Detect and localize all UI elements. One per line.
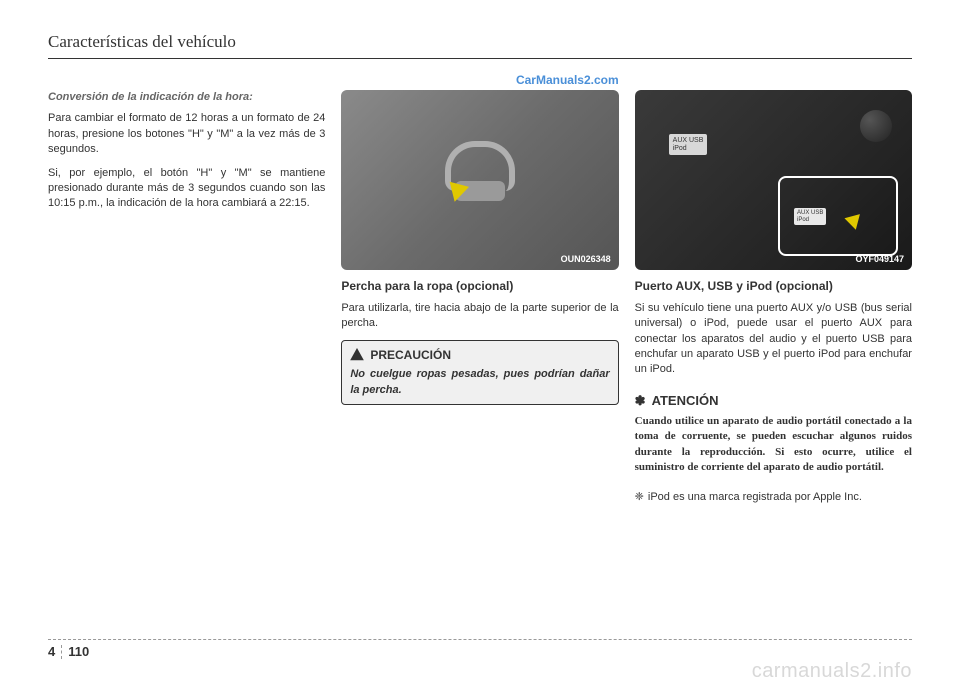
column-3: AUX USBiPod AUX USBiPod OYF049147 Puerto… [635, 90, 912, 505]
attention-marker: ✽ [635, 392, 646, 410]
col2-title: Percha para la ropa (opcional) [341, 278, 618, 295]
warning-icon [350, 348, 364, 362]
arrow-icon-inset [844, 214, 863, 232]
col1-paragraph-1: Para cambiar el formato de 12 horas a un… [48, 111, 325, 157]
col3-image: AUX USBiPod AUX USBiPod OYF049147 [635, 90, 912, 270]
footnote-text: iPod es una marca registrada por Apple I… [648, 490, 862, 505]
col2-image: OUN026348 [341, 90, 618, 270]
col2-paragraph-1: Para utilizarla, tire hacia abajo de la … [341, 301, 618, 332]
col1-paragraph-2: Si, por ejemplo, el botón "H" y "M" se m… [48, 166, 325, 212]
port-label-inset: AUX USBiPod [794, 208, 826, 225]
column-2: CarManuals2.com OUN026348 Percha para la… [341, 90, 618, 505]
watermark-bottom: carmanuals2.info [752, 660, 912, 683]
header-title: Características del vehículo [48, 32, 912, 56]
col2-image-code: OUN026348 [561, 253, 611, 266]
col3-title: Puerto AUX, USB y iPod (opcional) [635, 278, 912, 295]
port-label-main: AUX USBiPod [669, 134, 708, 155]
caution-box: PRECAUCIÓN No cuelgue ropas pesadas, pue… [341, 340, 618, 406]
footer-separator [61, 645, 62, 659]
knob-graphic [860, 110, 892, 142]
page: Características del vehículo Conversión … [0, 0, 960, 689]
content-columns: Conversión de la indicación de la hora: … [48, 90, 912, 505]
col3-paragraph-1: Si su vehículo tiene una puerto AUX y/o … [635, 301, 912, 378]
header-rule [48, 58, 912, 59]
column-1: Conversión de la indicación de la hora: … [48, 90, 325, 505]
chapter-number: 4 [48, 644, 55, 659]
footer-page-numbers: 4 110 [48, 644, 912, 659]
caution-text: No cuelgue ropas pesadas, pues podrían d… [350, 367, 609, 398]
attention-header: ✽ ATENCIÓN [635, 392, 912, 410]
col1-heading: Conversión de la indicación de la hora: [48, 90, 325, 105]
attention-label: ATENCIÓN [652, 392, 719, 410]
page-number: 110 [68, 644, 89, 659]
watermark-top: CarManuals2.com [516, 72, 619, 89]
caution-header: PRECAUCIÓN [350, 347, 609, 364]
footnote: ❈ iPod es una marca registrada por Apple… [635, 490, 912, 505]
attention-text: Cuando utilice un aparato de audio portá… [635, 414, 912, 476]
col3-image-code: OYF049147 [855, 253, 904, 266]
page-footer: 4 110 [48, 639, 912, 659]
footer-rule [48, 639, 912, 640]
port-overlay: AUX USBiPod [778, 176, 898, 256]
page-header: Características del vehículo [48, 32, 912, 59]
footnote-marker: ❈ [635, 490, 644, 505]
caution-label: PRECAUCIÓN [370, 347, 451, 364]
